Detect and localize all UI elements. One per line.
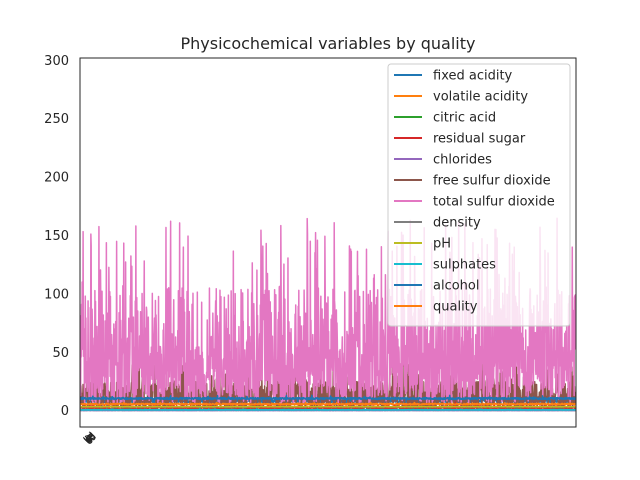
legend-label: pH — [433, 237, 451, 252]
legend: fixed acidity volatile acidity citric acid… — [387, 63, 571, 327]
plot-frame — [79, 57, 577, 428]
series-line-alcohol — [80, 394, 576, 401]
series-line-sulphates — [80, 408, 576, 411]
legend-label: volatile acidity — [433, 90, 528, 105]
legend-label: quality — [433, 300, 478, 315]
y-tick-label: 200 — [44, 171, 69, 186]
legend-label: alcohol — [433, 279, 479, 294]
legend-label: density — [433, 216, 481, 231]
legend-label: fixed acidity — [433, 69, 513, 84]
series-layer — [80, 217, 576, 412]
y-tick-label: 50 — [52, 346, 69, 361]
y-tick-label: 300 — [44, 54, 69, 69]
legend-box — [387, 63, 571, 327]
legend-label: sulphates — [433, 258, 496, 273]
series-line-total-sulfur-dioxide — [80, 217, 576, 405]
y-tick-label: 100 — [44, 287, 69, 302]
y-tick-label: 150 — [44, 229, 69, 244]
y-tick-label: 250 — [44, 112, 69, 127]
y-tick-label: 0 — [61, 404, 69, 419]
legend-label: chlorides — [433, 153, 492, 168]
legend-label: citric acid — [433, 111, 496, 126]
series-line-ph — [80, 405, 576, 408]
chart-title: Physicochemical variables by quality — [181, 34, 476, 53]
legend-label: total sulfur dioxide — [433, 195, 555, 210]
legend-label: free sulfur dioxide — [433, 174, 551, 189]
series-line-quality — [80, 401, 576, 406]
legend-label: residual sugar — [433, 132, 526, 147]
